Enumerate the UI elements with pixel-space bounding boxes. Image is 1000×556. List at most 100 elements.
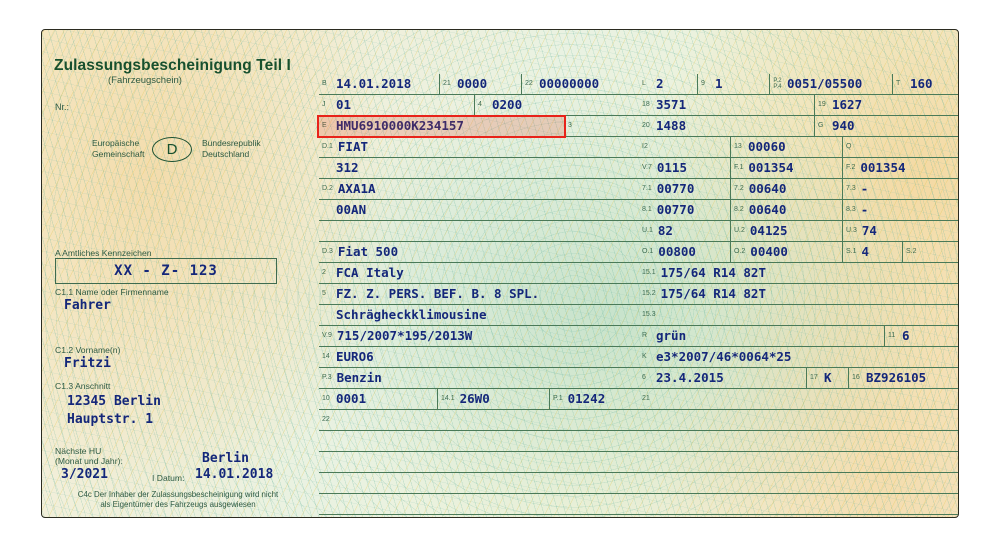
field-value: EURO6 xyxy=(336,348,374,364)
field-f.2: F.2 001354 xyxy=(842,158,958,178)
field-b: B 14.01.2018 xyxy=(319,74,439,94)
eu-label: Europäische Gemeinschaft xyxy=(92,138,145,159)
field-value: 1627 xyxy=(832,96,863,112)
field-15.2: 15.2 175/64 R14 82T xyxy=(639,284,958,304)
field-value: 00770 xyxy=(656,201,695,217)
field-d.2: D.2 AXA1A xyxy=(319,179,639,199)
owner-disclaimer-footnote: C4c Der Inhaber der Zulassungsbescheinig… xyxy=(77,490,279,509)
field-code: D.1 xyxy=(322,143,333,151)
field-code: E xyxy=(322,122,327,130)
field-o.1: O.1 00800 xyxy=(639,242,730,262)
field-value: e3*2007/46*0064*25 xyxy=(656,348,792,364)
name-value: Fahrer xyxy=(64,298,111,313)
field-code: 18 xyxy=(642,101,650,109)
field-value: FCA Italy xyxy=(336,264,404,280)
field-13: 13 00060 xyxy=(730,137,842,157)
field-p.2-p.4: P.2 P.4 0051/05500 xyxy=(769,74,892,94)
field-blank xyxy=(319,221,639,241)
field-blank xyxy=(639,452,958,472)
nr-label: Nr.: xyxy=(55,102,70,112)
field-code: 22 xyxy=(322,416,330,424)
field-value: 0000 xyxy=(457,75,488,91)
field-18: 18 3571 xyxy=(639,95,814,115)
field-value: 175/64 R14 82T xyxy=(660,285,766,301)
field-row: 20 1488 G 940 xyxy=(639,116,958,137)
field-value: 00640 xyxy=(748,180,787,196)
field-row: D.2 AXA1A xyxy=(319,179,639,200)
field-row xyxy=(319,221,639,242)
field-code: L xyxy=(642,80,646,88)
field-u.1: U.1 82 xyxy=(639,221,730,241)
field-code: 8.2 xyxy=(734,206,744,214)
field-blank: Schrägheckklimousine xyxy=(319,305,639,325)
field-value: 3571 xyxy=(656,96,687,112)
field-code: 11 xyxy=(888,332,896,340)
field-code: 5 xyxy=(322,290,326,298)
field-code: 3 xyxy=(568,122,572,130)
field-row: 15.3 xyxy=(639,305,958,326)
field-code: J xyxy=(322,101,326,109)
field-value: 00640 xyxy=(748,201,787,217)
field-row: 21 xyxy=(639,389,958,410)
field-value: 26W0 xyxy=(459,390,490,406)
field-row: Schrägheckklimousine xyxy=(319,305,639,326)
field-row: 22 xyxy=(319,410,639,431)
field-code: 4 xyxy=(478,101,482,109)
field-f.1: F.1 001354 xyxy=(730,158,842,178)
field-row xyxy=(639,410,958,431)
field-blank xyxy=(319,452,639,472)
field-row: P.3 Benzin xyxy=(319,368,639,389)
field-20: 20 1488 xyxy=(639,116,814,136)
field-code: 7.2 xyxy=(734,185,744,193)
field-15.3: 15.3 xyxy=(639,305,958,325)
field-value: 940 xyxy=(832,117,855,133)
field-v.9: V.9 715/2007*195/2013W xyxy=(319,326,639,346)
next-inspection-value: 3/2021 xyxy=(61,467,108,482)
field-value: - xyxy=(860,201,869,217)
field-value: 00060 xyxy=(748,138,786,154)
field-value: Schrägheckklimousine xyxy=(336,306,487,322)
field-row: 15.2 175/64 R14 82T xyxy=(639,284,958,305)
field-row xyxy=(319,431,639,452)
field-s.2: S.2 xyxy=(902,242,958,262)
field-p.1: P.1 01242 xyxy=(549,389,639,409)
field-row: 14 EURO6 xyxy=(319,347,639,368)
address-line-2: Hauptstr. 1 xyxy=(67,412,154,427)
field-value: 4 xyxy=(861,243,870,259)
field-value: FZ. Z. PERS. BEF. B. 8 SPL. xyxy=(336,285,540,301)
field-value: BZ926105 xyxy=(866,369,927,385)
field-value: 00AN xyxy=(336,201,367,217)
field-row: 6 23.4.2015 17 K 16 BZ926105 xyxy=(639,368,958,389)
field-g: G 940 xyxy=(814,116,958,136)
field-o.2: O.2 00400 xyxy=(730,242,842,262)
field-14: 14 EURO6 xyxy=(319,347,639,367)
field-blank: 312 xyxy=(319,158,639,178)
field-code: S.2 xyxy=(906,248,917,256)
field-d.1: D.1 FIAT xyxy=(319,137,639,157)
page-subtitle: (Fahrzeugschein) xyxy=(108,75,182,86)
field-3: 3 xyxy=(564,116,639,136)
field-row: 7.1 00770 7.2 00640 7.3- xyxy=(639,179,958,200)
field-10: 10 0001 xyxy=(319,389,437,409)
field-22: 22 xyxy=(319,410,639,430)
field-code: 19 xyxy=(818,101,826,109)
field-code: V.9 xyxy=(322,332,332,340)
field-code: 17 xyxy=(810,374,818,382)
field-value: 00400 xyxy=(750,243,788,259)
field-16: 16 BZ926105 xyxy=(848,368,958,388)
field-v.7: V.7 0115 xyxy=(639,158,730,178)
field-value: 1488 xyxy=(656,117,687,133)
field-11: 11 6 xyxy=(884,326,958,346)
field-code: K xyxy=(642,353,647,361)
field-value: 1 xyxy=(715,75,723,91)
field-value: 001354 xyxy=(860,159,906,175)
field-code: 7.3 xyxy=(846,185,856,193)
field-row: 8.1 00770 8.2 00640 8.3- xyxy=(639,200,958,221)
field-code: 20 xyxy=(642,122,650,130)
field-4: 4 0200 xyxy=(474,95,639,115)
field-value: 14.01.2018 xyxy=(336,75,412,91)
